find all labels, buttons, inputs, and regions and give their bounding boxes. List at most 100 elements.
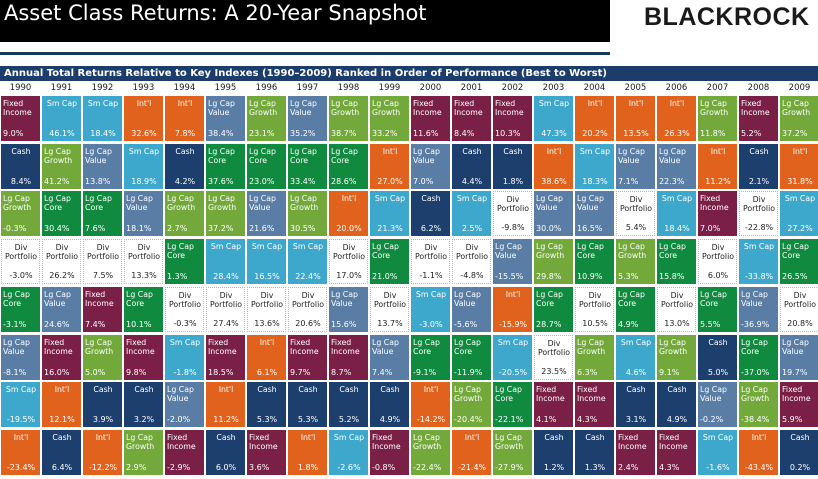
asset-class-label: Cash — [134, 385, 154, 395]
asset-class-label: Lg Cap Value — [290, 99, 317, 117]
asset-class-label: Sm Cap — [333, 432, 365, 442]
asset-class-label: Sm Cap — [579, 146, 611, 156]
asset-class-label: Div Portfolio — [783, 290, 817, 309]
return-cell: Div Portfolio 23.5% — [534, 334, 573, 380]
return-value: -4.8% — [460, 271, 484, 281]
return-cell: Lg Cap Growth 5.3% — [616, 239, 655, 285]
asset-class-label: Cash — [544, 432, 564, 442]
return-value: 3.2% — [133, 415, 155, 425]
asset-class-label: Lg Cap Growth — [536, 242, 565, 261]
return-value: 13.8% — [85, 176, 111, 186]
return-value: 2.4% — [618, 462, 639, 472]
asset-class-label: Sm Cap — [251, 242, 283, 252]
return-cell: Cash 5.3% — [247, 382, 286, 428]
year-label: 1995 — [214, 83, 237, 93]
return-value: 30.5% — [290, 224, 316, 234]
return-cell: Int'l 26.3% — [657, 96, 696, 141]
return-cell: Lg Cap Growth -27.9% — [493, 429, 532, 475]
return-value: 23.0% — [249, 176, 275, 186]
return-value: 13.6% — [254, 318, 280, 328]
return-cell: Lg Cap Growth 29.8% — [534, 239, 573, 285]
return-value: -43.4% — [744, 462, 774, 472]
asset-class-label: Lg Cap Value — [208, 99, 235, 117]
asset-class-label: Cash — [216, 432, 236, 442]
asset-class-label: Lg Cap Growth — [290, 194, 319, 213]
return-value: -36.9% — [741, 319, 770, 329]
asset-class-label: Lg Cap Value — [782, 337, 809, 356]
return-cell: Int'l 12.1% — [42, 382, 81, 428]
return-cell: Lg Cap Value -36.9% — [739, 286, 778, 332]
return-cell: Lg Cap Growth -38.4% — [739, 382, 778, 428]
asset-class-label: Int'l — [54, 385, 70, 395]
asset-class-label: Cash — [257, 385, 277, 395]
asset-class-label: Div Portfolio — [373, 290, 407, 309]
return-value: 5.0% — [85, 367, 106, 377]
return-cell: Fixed Income -2.9% — [165, 429, 204, 475]
return-cell: Lg Cap Core 30.4% — [42, 191, 81, 237]
return-cell: Sm Cap 18.9% — [124, 143, 163, 189]
asset-class-label: Lg Cap Growth — [167, 194, 196, 213]
return-value: -3.1% — [3, 319, 27, 329]
asset-class-label: Lg Cap Core — [331, 146, 358, 165]
return-cell: Cash 1.2% — [534, 429, 573, 475]
asset-class-label: Int'l — [792, 146, 808, 156]
return-cell: Lg Cap Value 16.5% — [575, 191, 614, 237]
asset-class-label: Fixed Income — [126, 337, 155, 356]
return-cell: Fixed Income 7.4% — [83, 286, 122, 332]
asset-class-label: Lg Cap Core — [618, 289, 645, 308]
return-cell: Fixed Income 9.0% — [1, 96, 40, 141]
return-value: 4.4% — [461, 176, 483, 186]
return-cell: Cash 5.2% — [329, 382, 368, 428]
return-cell: Sm Cap 22.4% — [288, 239, 327, 285]
return-cell: Lg Cap Growth 30.5% — [288, 191, 327, 237]
return-value: 7.4% — [372, 367, 393, 377]
return-value: -0.8% — [372, 462, 396, 472]
return-cell: Cash 6.4% — [42, 429, 81, 475]
return-value: -0.3% — [3, 224, 27, 234]
return-cell: Lg Cap Core 21.0% — [370, 239, 409, 285]
asset-class-label: Lg Cap Value — [167, 385, 194, 404]
return-cell: Div Portfolio 13.7% — [370, 286, 409, 332]
return-cell: Div Portfolio 10.5% — [575, 286, 614, 332]
return-value: 23.5% — [541, 366, 567, 376]
return-cell: Sm Cap 18.3% — [575, 143, 614, 189]
asset-class-label: Lg Cap Growth — [331, 99, 360, 117]
asset-class-label: Cash — [462, 146, 482, 156]
asset-class-label: Div Portfolio — [660, 290, 694, 309]
asset-class-label: Sm Cap — [5, 385, 37, 395]
return-cell: Lg Cap Value -5.6% — [452, 286, 491, 332]
return-cell: Fixed Income 7.0% — [698, 191, 737, 237]
return-value: 5.5% — [700, 319, 721, 329]
year-label: 2002 — [501, 83, 524, 93]
return-cell: Lg Cap Core 5.5% — [698, 286, 737, 332]
return-cell: Cash 3.9% — [83, 382, 122, 428]
return-value: 10.3% — [495, 129, 521, 138]
return-cell: Fixed Income 4.3% — [575, 382, 614, 428]
asset-class-label: Lg Cap Growth — [454, 385, 483, 404]
year-label: 2008 — [747, 83, 770, 93]
asset-class-label: Cash — [585, 432, 605, 442]
return-value: 26.3% — [664, 129, 690, 138]
header: Asset Class Returns: A 20-Year Snapshot … — [0, 0, 818, 56]
return-value: 37.2% — [782, 129, 808, 138]
asset-class-label: Lg Cap Core — [85, 194, 112, 213]
return-cell: Int'l 20.2% — [575, 96, 614, 141]
asset-class-label: Lg Cap Core — [454, 337, 481, 356]
return-cell: Lg Cap Value 22.3% — [657, 143, 696, 189]
return-value: 5.2% — [338, 415, 360, 425]
asset-class-label: Div Portfolio — [537, 338, 571, 357]
return-value: 7.8% — [174, 129, 196, 138]
return-value: 33.2% — [372, 129, 398, 138]
return-cell: Lg Cap Value 13.8% — [83, 143, 122, 189]
year-label: 2001 — [460, 83, 483, 93]
return-cell: Fixed Income 3.6% — [247, 429, 286, 475]
asset-class-label: Cash — [52, 432, 72, 442]
return-value: 19.7% — [782, 367, 808, 377]
return-value: 18.9% — [131, 176, 157, 186]
return-cell: Sm Cap 28.4% — [206, 239, 245, 285]
asset-class-label: Fixed Income — [167, 432, 196, 451]
asset-class-label: Lg Cap Core — [290, 146, 317, 165]
asset-class-label: Lg Cap Value — [741, 289, 768, 308]
asset-class-label: Cash — [298, 385, 318, 395]
return-cell: Int'l 31.8% — [780, 143, 818, 189]
